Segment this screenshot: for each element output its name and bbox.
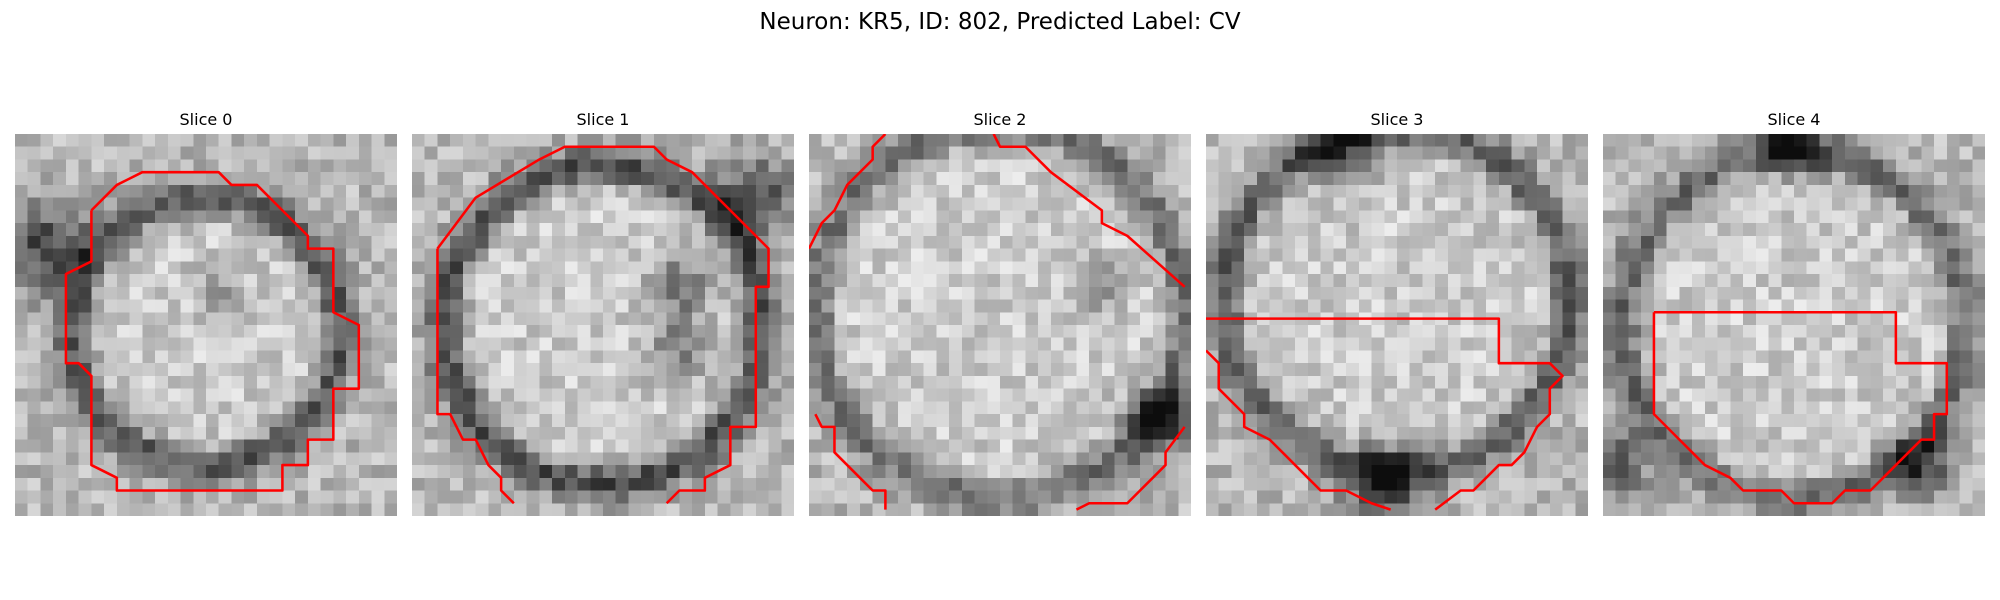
slice-panel-2: Slice 2 — [809, 110, 1191, 520]
slice-pixels — [15, 134, 397, 516]
segmentation-contour — [814, 413, 887, 510]
slice-image-4 — [1603, 134, 1985, 516]
slice-image-3 — [1206, 134, 1588, 516]
slice-pixels — [1206, 134, 1588, 516]
segmentation-contour — [992, 134, 1186, 288]
slice-title-3: Slice 3 — [1370, 110, 1424, 129]
slice-title-1: Slice 1 — [576, 110, 630, 129]
segmentation-contour — [436, 248, 515, 505]
slice-image-1 — [412, 134, 794, 516]
slice-title-4: Slice 4 — [1767, 110, 1821, 129]
slice-panel-3: Slice 3 — [1206, 110, 1588, 520]
slice-pixels — [1603, 134, 1985, 516]
segmentation-contour — [1206, 349, 1392, 511]
slice-image-2 — [809, 134, 1191, 516]
segmentation-contour — [809, 134, 887, 250]
slice-title-0: Slice 0 — [179, 110, 233, 129]
segmentation-contour — [64, 170, 361, 492]
segmentation-contour — [436, 145, 770, 505]
slice-image-0 — [15, 134, 397, 516]
segmentation-contour — [1652, 310, 1949, 505]
figure-title: Neuron: KR5, ID: 802, Predicted Label: C… — [759, 9, 1241, 35]
segmentation-contour — [1075, 426, 1186, 511]
slice-pixels — [412, 134, 794, 516]
slice-title-2: Slice 2 — [973, 110, 1027, 129]
slice-panel-4: Slice 4 — [1603, 110, 1985, 520]
slice-panel-1: Slice 1 — [412, 110, 794, 520]
slice-pixels — [809, 134, 1191, 516]
slice-panel-0: Slice 0 — [15, 110, 397, 520]
segmentation-contour — [1206, 317, 1564, 511]
